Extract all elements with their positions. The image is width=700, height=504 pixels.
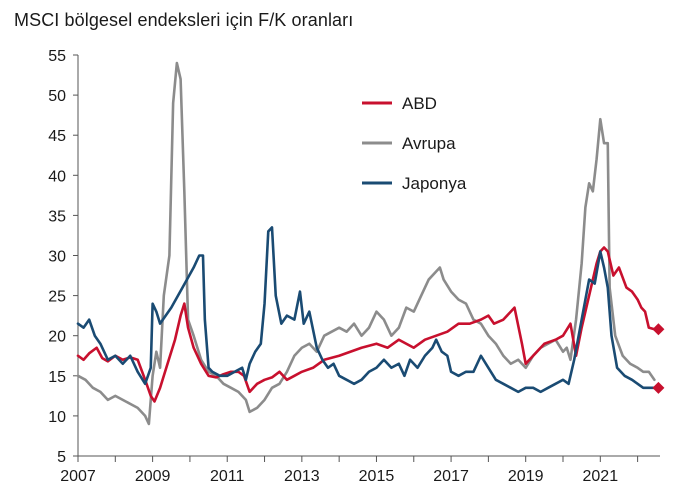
series-line-abd bbox=[76, 246, 656, 403]
x-tick-label: 2019 bbox=[508, 468, 544, 485]
y-tick-label: 15 bbox=[48, 369, 66, 386]
y-tick-label: 55 bbox=[48, 48, 66, 65]
end-marker-japonya bbox=[652, 381, 665, 394]
legend: ABD Avrupa Japonya bbox=[362, 94, 467, 193]
series-layer bbox=[76, 61, 665, 426]
y-tick-label: 35 bbox=[48, 208, 66, 225]
y-tick-label: 25 bbox=[48, 289, 66, 306]
x-tick-label: 2009 bbox=[135, 468, 171, 485]
y-tick-label: 5 bbox=[57, 449, 66, 466]
y-tick-label: 10 bbox=[48, 409, 66, 426]
series-line-avrupa bbox=[76, 61, 656, 426]
legend-label-avrupa: Avrupa bbox=[402, 134, 456, 153]
legend-label-japonya: Japonya bbox=[402, 174, 467, 193]
series-line-japonya bbox=[76, 226, 656, 394]
x-tick-label: 2017 bbox=[433, 468, 469, 485]
y-tick-label: 50 bbox=[48, 88, 66, 105]
y-tick-label: 20 bbox=[48, 329, 66, 346]
x-tick-label: 2007 bbox=[60, 468, 96, 485]
y-tick-label: 30 bbox=[48, 249, 66, 266]
x-tick-label: 2013 bbox=[284, 468, 320, 485]
axes: 5 10 15 20 25 30 35 40 45 50 55 2007 2009 2011 2013 201… bbox=[48, 48, 660, 485]
chart-title: MSCI bölgesel endeksleri için F/K oranla… bbox=[14, 10, 354, 30]
x-tick-label: 2011 bbox=[210, 468, 245, 485]
x-tick-label: 2015 bbox=[359, 468, 395, 485]
legend-label-abd: ABD bbox=[402, 94, 437, 113]
y-tick-label: 45 bbox=[48, 128, 66, 145]
y-tick-label: 40 bbox=[48, 168, 66, 185]
end-marker-abd bbox=[652, 323, 665, 336]
x-tick-label: 2021 bbox=[583, 468, 619, 485]
